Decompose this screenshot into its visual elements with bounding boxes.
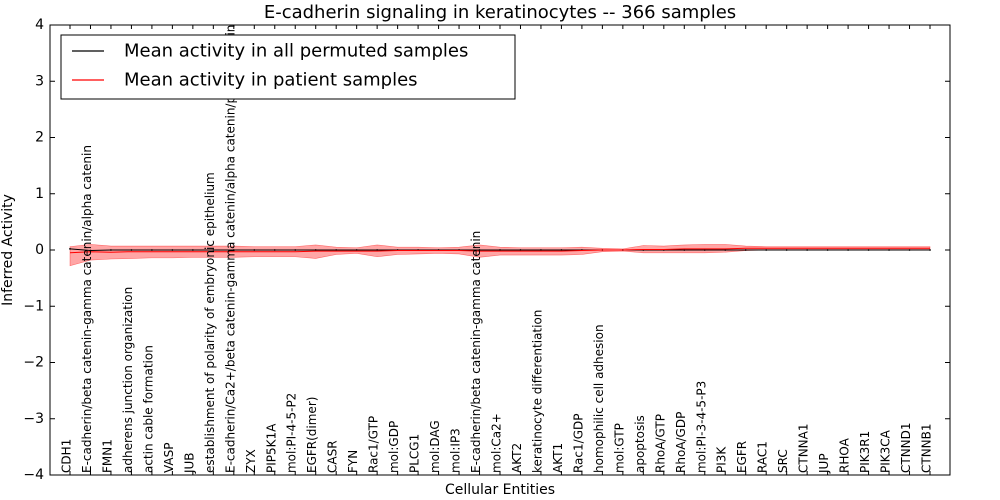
x-tick-label: PI3K (715, 446, 729, 473)
plot-frame (49, 24, 951, 476)
x-tick-label: VASP (162, 442, 176, 473)
y-tick-label: 4 (35, 17, 44, 33)
x-tick-label: apoptosis (633, 415, 647, 473)
data-point (560, 249, 563, 251)
x-tick-label: RhoA/GDP (674, 412, 688, 473)
data-point (765, 249, 768, 251)
data-point (888, 249, 890, 251)
legend-label: Mean activity in all permuted samples (124, 41, 468, 62)
y-tick-label: −1 (23, 298, 44, 314)
x-tick-label: FYN (346, 450, 360, 473)
x-tick-label: mol:PI-3-4-5-P3 (694, 381, 708, 473)
data-point (294, 249, 297, 251)
x-tick-label: CTNNA1 (797, 423, 811, 473)
x-tick-label: homophilic cell adhesion (592, 324, 606, 473)
data-point (499, 249, 501, 251)
y-tick-label: −2 (23, 355, 44, 371)
data-point (724, 249, 727, 251)
y-tick-label: 1 (35, 186, 44, 202)
x-tick-label: RHOA (838, 437, 852, 473)
x-tick-label: actin cable formation (141, 345, 155, 473)
x-tick-label: E-cadherin/beta catenin-gamma catenin (469, 231, 483, 473)
data-point (232, 249, 235, 251)
y-tick-label: −3 (23, 411, 44, 427)
y-tick-label: −4 (23, 467, 44, 483)
x-tick-label: AKT2 (510, 443, 524, 473)
data-point (191, 249, 194, 251)
data-point (130, 249, 133, 251)
x-tick-label: mol:Ca2+ (490, 413, 504, 473)
data-point (908, 249, 911, 251)
data-point (826, 249, 829, 251)
y-tick-label: 2 (35, 130, 44, 146)
data-point (847, 249, 849, 251)
x-tick-label: AKT1 (551, 443, 565, 473)
data-point (212, 249, 215, 251)
x-tick-label: establishment of polarity of embryonic e… (203, 172, 217, 473)
data-point (110, 249, 112, 251)
legend-label: Mean activity in patient samples (124, 70, 418, 91)
data-point (69, 247, 71, 250)
legend: Mean activity in all permuted samples Mea… (60, 34, 516, 100)
data-point (929, 249, 931, 251)
data-point (519, 249, 522, 251)
data-point (683, 249, 686, 251)
x-tick-label: mol:GDP (387, 421, 401, 473)
legend-box (60, 34, 516, 100)
data-point (540, 249, 542, 251)
x-tick-label: EGFR(dimer) (305, 397, 319, 473)
x-tick-label: mol:IP3 (449, 428, 463, 473)
x-tick-label: CTNND1 (899, 422, 913, 473)
data-point (376, 249, 379, 251)
x-tick-label: ZYX (244, 449, 258, 473)
x-axis-label: Cellular Entities (445, 482, 555, 498)
data-point (744, 249, 747, 251)
chart-title: E-cadherin signaling in keratinocytes --… (264, 2, 736, 23)
x-tick-label: E-cadherin/beta catenin-gamma catenin/al… (80, 145, 94, 473)
x-tick-label: CASR (326, 440, 340, 473)
data-point (89, 249, 92, 252)
x-tick-label: mol:DAG (428, 420, 442, 473)
x-tick-label: RAC1 (756, 441, 770, 473)
data-point (478, 249, 481, 251)
x-tick-label: PLCG1 (408, 434, 422, 473)
data-point (314, 249, 317, 251)
y-tick-label: 0 (35, 242, 44, 258)
data-point (171, 249, 174, 251)
x-tick-label: FMN1 (100, 439, 114, 473)
x-tick-label: PIK3CA (879, 429, 893, 473)
x-tick-label: JUP (817, 453, 831, 474)
series-layer (69, 247, 931, 254)
x-tick-label: PIP5K1A (264, 423, 278, 473)
y-tick-label: 3 (35, 73, 44, 89)
x-tick-label: Rac1/GDP (571, 414, 585, 473)
data-point (253, 249, 256, 251)
data-point (335, 249, 338, 251)
data-point (273, 249, 276, 251)
x-tick-label: keratinocyte differentiation (530, 310, 544, 473)
x-tick-label: adherens junction organization (121, 287, 135, 473)
x-tick-label: mol:GTP (612, 423, 626, 473)
x-tick-label: E-cadherin/Ca2+/beta catenin-gamma caten… (223, 25, 237, 473)
data-point (355, 249, 358, 251)
x-tick-label: RhoA/GTP (653, 414, 667, 473)
data-point (785, 249, 788, 251)
y-tick-layer: 4 3 2 1 0 −1 −2 −3 −4 (23, 17, 950, 483)
x-tick-label: mol:PI-4-5-P2 (285, 393, 299, 473)
y-axis-label: Inferred Activity (0, 194, 16, 306)
data-point (806, 249, 809, 251)
series-line-patient (69, 247, 930, 254)
x-tick-label: EGFR (735, 441, 749, 473)
data-point (867, 249, 870, 251)
x-tick-label: CTNNB1 (920, 423, 934, 473)
x-tick-label: PIK3R1 (858, 431, 872, 473)
data-point (151, 249, 153, 251)
x-tick-label: Rac1/GTP (367, 416, 381, 473)
x-tick-label: CDH1 (60, 439, 74, 473)
x-tick-label: SRC (776, 449, 790, 473)
data-point (703, 249, 706, 251)
x-tick-layer: CDH1 E-cadherin/beta catenin-gamma cateni… (60, 25, 934, 475)
x-tick-label: JUB (182, 452, 196, 474)
